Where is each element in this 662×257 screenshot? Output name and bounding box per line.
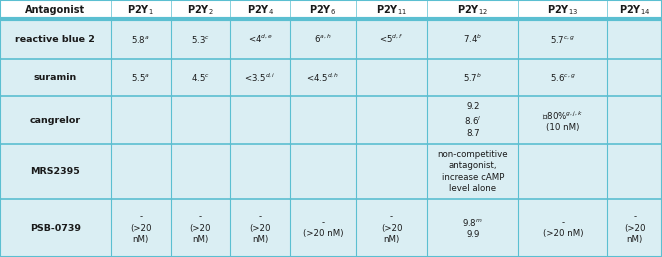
Bar: [0, 96, 662, 144]
Text: -
(>20
nM): - (>20 nM): [381, 213, 402, 244]
Bar: [0, 59, 662, 96]
Text: -
(>20
nM): - (>20 nM): [624, 213, 645, 244]
Text: P2Y$_4$: P2Y$_4$: [247, 3, 274, 16]
Text: P2Y$_1$: P2Y$_1$: [127, 3, 154, 16]
Bar: [0, 144, 662, 199]
Text: PSB-0739: PSB-0739: [30, 224, 81, 233]
Text: <4$^{d,e}$: <4$^{d,e}$: [248, 33, 273, 45]
Text: -
(>20
nM): - (>20 nM): [130, 213, 152, 244]
Text: <5$^{d,f}$: <5$^{d,f}$: [379, 33, 404, 45]
Text: -
(>20 nM): - (>20 nM): [303, 218, 343, 238]
Text: <3.5$^{d,i}$: <3.5$^{d,i}$: [244, 71, 276, 84]
Text: 5.7$^b$: 5.7$^b$: [463, 71, 482, 84]
Text: cangrelor: cangrelor: [30, 116, 81, 125]
Bar: [0, 199, 662, 257]
Text: P2Y$_{13}$: P2Y$_{13}$: [547, 3, 579, 16]
Text: 4.5$^c$: 4.5$^c$: [191, 72, 210, 83]
Text: -
(>20
nM): - (>20 nM): [250, 213, 271, 244]
Text: 9.2
8.6$^l$
8.7: 9.2 8.6$^l$ 8.7: [464, 102, 481, 138]
Text: 5.8$^a$: 5.8$^a$: [131, 34, 150, 45]
Text: 7.4$^b$: 7.4$^b$: [463, 33, 483, 45]
Text: 5.3$^c$: 5.3$^c$: [191, 34, 210, 45]
Text: 5.7$^{c,g}$: 5.7$^{c,g}$: [550, 34, 575, 45]
Text: -
(>20 nM): - (>20 nM): [543, 218, 583, 238]
Text: MRS2395: MRS2395: [30, 167, 80, 176]
Text: P2Y$_2$: P2Y$_2$: [187, 3, 214, 16]
Text: -
(>20
nM): - (>20 nM): [190, 213, 211, 244]
Text: P2Y$_6$: P2Y$_6$: [310, 3, 336, 16]
Text: ↇ80%$^{g,j,k}$
(10 nM): ↇ80%$^{g,j,k}$ (10 nM): [542, 109, 583, 132]
Text: 9.8$^m$
9.9: 9.8$^m$ 9.9: [462, 217, 483, 239]
Bar: [0, 19, 662, 59]
Text: <4.5$^{d,h}$: <4.5$^{d,h}$: [307, 71, 340, 84]
Text: P2Y$_{12}$: P2Y$_{12}$: [457, 3, 489, 16]
Text: P2Y$_{11}$: P2Y$_{11}$: [376, 3, 407, 16]
Bar: [0, 0, 662, 19]
Text: 6$^{a,h}$: 6$^{a,h}$: [314, 33, 332, 45]
Text: suramin: suramin: [34, 73, 77, 82]
Text: reactive blue 2: reactive blue 2: [15, 35, 95, 44]
Text: Antagonist: Antagonist: [25, 5, 85, 15]
Text: non-competitive
antagonist,
increase cAMP
level alone: non-competitive antagonist, increase cAM…: [438, 150, 508, 193]
Text: 5.5$^a$: 5.5$^a$: [131, 72, 150, 83]
Text: 5.6$^{c,g}$: 5.6$^{c,g}$: [550, 72, 576, 83]
Text: P2Y$_{14}$: P2Y$_{14}$: [619, 3, 650, 16]
